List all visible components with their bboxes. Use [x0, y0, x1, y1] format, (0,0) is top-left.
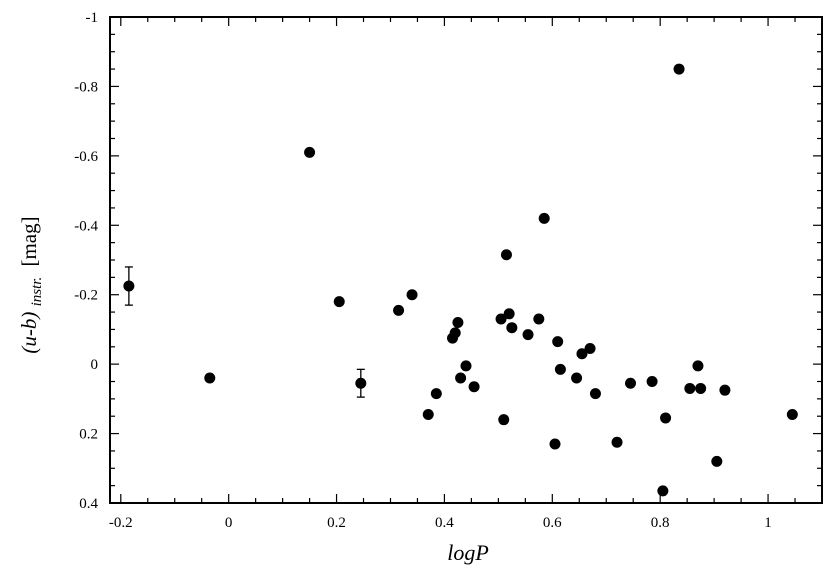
data-point	[660, 412, 672, 424]
data-point	[503, 308, 515, 320]
data-point	[123, 280, 135, 292]
y-tick-label: -0.2	[74, 288, 98, 304]
y-tick-label: 0	[91, 357, 99, 373]
data-point	[460, 360, 472, 372]
data-point	[571, 372, 583, 384]
data-point	[500, 249, 512, 261]
data-point	[468, 381, 480, 393]
y-tick-label: -0.4	[74, 218, 98, 234]
data-point	[430, 388, 442, 400]
data-point	[719, 384, 731, 396]
data-point	[625, 377, 637, 389]
y-tick-label: 0.4	[79, 496, 98, 512]
data-point	[549, 438, 561, 450]
data-point	[552, 336, 564, 348]
x-tick-label: 0.4	[435, 515, 454, 531]
data-point	[506, 322, 518, 334]
data-point	[355, 377, 367, 389]
data-point	[204, 372, 216, 384]
data-point	[611, 436, 623, 448]
data-point	[522, 329, 534, 341]
x-axis-title: logP	[447, 540, 489, 565]
x-tick-label: 0	[225, 515, 233, 531]
data-point	[646, 376, 658, 387]
data-point	[455, 372, 467, 384]
data-point	[304, 146, 316, 158]
data-point	[533, 313, 545, 325]
y-tick-label: -0.6	[74, 149, 98, 165]
data-point	[406, 289, 418, 301]
data-point	[495, 313, 507, 325]
data-point	[657, 485, 669, 497]
plot-frame	[109, 16, 823, 504]
x-tick-label: 0.6	[543, 515, 562, 531]
y-axis-title: (u-b) instr. [mag]	[17, 216, 46, 353]
data-point	[498, 414, 510, 426]
x-tick-label: 0.8	[651, 515, 670, 531]
data-point	[692, 360, 704, 372]
data-point	[589, 388, 601, 400]
data-point	[786, 408, 798, 420]
data-point	[673, 63, 685, 75]
data-point	[333, 296, 345, 308]
y-tick-label: 0.2	[79, 427, 98, 443]
data-point	[422, 408, 434, 420]
data-point	[695, 382, 707, 394]
data-point	[584, 343, 596, 355]
data-point	[449, 327, 461, 339]
y-axis-title-subscript: instr.	[29, 277, 45, 307]
data-point	[684, 382, 696, 394]
x-tick-label: 0.2	[327, 515, 346, 531]
y-axis-title-unit: [mag]	[17, 216, 41, 266]
data-point	[538, 212, 550, 224]
x-tick-label: 1	[764, 515, 772, 531]
data-point	[554, 363, 566, 375]
y-tick-label: -1	[86, 10, 99, 26]
data-point	[393, 304, 405, 316]
y-axis-title-main: (u-b)	[17, 312, 41, 354]
x-tick-label: -0.2	[109, 515, 133, 531]
y-tick-label: -0.8	[74, 79, 98, 95]
data-point	[576, 348, 588, 360]
data-point	[452, 316, 464, 328]
data-point	[711, 455, 723, 467]
